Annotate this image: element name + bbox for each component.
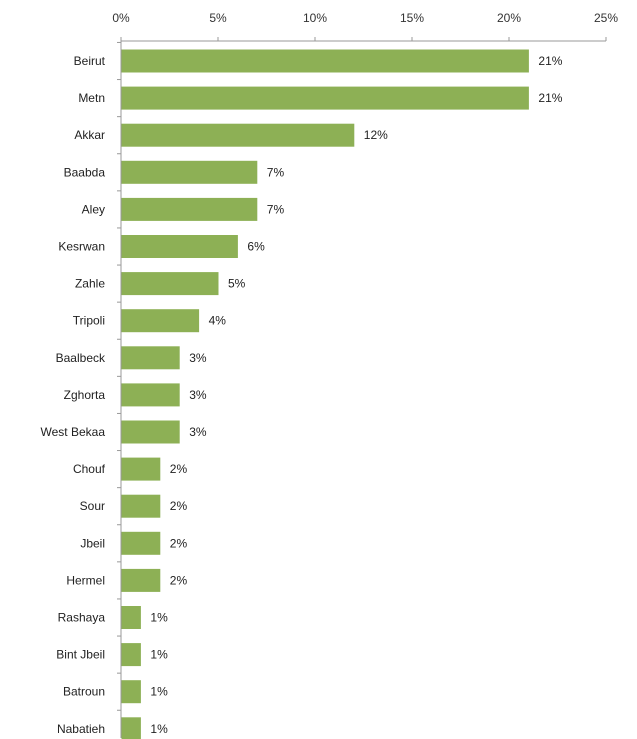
bar: [121, 197, 258, 221]
bar: [121, 123, 355, 147]
data-label: 2%: [170, 573, 188, 587]
category-label: Nabatieh: [57, 722, 105, 736]
category-label: Sour: [80, 499, 105, 513]
data-label: 3%: [189, 388, 207, 402]
data-label: 21%: [538, 54, 562, 68]
x-tick-label: 0%: [112, 11, 130, 25]
data-label: 21%: [538, 91, 562, 105]
category-label: Rashaya: [58, 611, 106, 625]
bar: [121, 346, 180, 370]
bar: [121, 235, 238, 258]
category-label: Aley: [82, 202, 105, 216]
bar: [121, 606, 141, 629]
category-label: Beirut: [74, 54, 106, 68]
category-label: Akkar: [74, 128, 105, 142]
category-label: Zahle: [75, 277, 105, 291]
category-label: Batroun: [63, 685, 105, 699]
data-label: 2%: [170, 462, 188, 476]
data-label: 1%: [150, 722, 168, 736]
data-label: 2%: [170, 499, 188, 513]
category-label: Tripoli: [73, 314, 105, 328]
bar: [121, 457, 161, 481]
bar: [121, 272, 219, 296]
data-label: 3%: [189, 351, 207, 365]
bar: [121, 643, 141, 667]
x-tick-label: 20%: [497, 11, 521, 25]
data-label: 3%: [189, 425, 207, 439]
bar: [121, 568, 161, 592]
bar: [121, 86, 529, 110]
bar: [121, 420, 180, 444]
data-label: 7%: [267, 202, 285, 216]
x-tick-label: 10%: [303, 11, 327, 25]
y-axis: Beirut Metn Akkar Baabda Aley Kesrwan Zahle Tri…: [41, 41, 122, 738]
x-tick-label: 15%: [400, 11, 424, 25]
bar: [121, 383, 180, 407]
category-label: Chouf: [73, 462, 106, 476]
category-label: Baalbeck: [56, 351, 106, 365]
data-label: 4%: [209, 314, 227, 328]
data-label: 1%: [150, 685, 168, 699]
category-label: Metn: [78, 91, 105, 105]
category-label: Bint Jbeil: [56, 648, 105, 662]
x-tick-label: 5%: [209, 11, 227, 25]
category-label: Hermel: [66, 573, 105, 587]
data-labels: 21% 21% 12% 7% 7% 6% 5% 4% 3% 3% 3% 2% 2% 2% 2% 1% 1% 1% 1…: [150, 54, 562, 736]
category-label: West Bekaa: [41, 425, 106, 439]
x-axis: 0% 5% 10% 15% 20% 25%: [112, 11, 618, 42]
data-label: 5%: [228, 277, 246, 291]
x-tick-label: 25%: [594, 11, 618, 25]
bar: [121, 49, 529, 73]
bar: [121, 680, 141, 704]
bars: [121, 49, 529, 739]
data-label: 7%: [267, 165, 285, 179]
data-label: 6%: [247, 240, 265, 254]
category-label: Zghorta: [64, 388, 106, 402]
data-label: 1%: [150, 648, 168, 662]
category-label: Kesrwan: [58, 240, 105, 254]
category-label: Jbeil: [80, 536, 105, 550]
category-label: Baabda: [64, 165, 106, 179]
data-label: 2%: [170, 536, 188, 550]
data-label: 12%: [364, 128, 388, 142]
bar: [121, 494, 161, 518]
data-label: 1%: [150, 611, 168, 625]
bar: [121, 160, 258, 184]
bar: [121, 717, 141, 739]
bar: [121, 309, 200, 333]
bar: [121, 531, 161, 555]
